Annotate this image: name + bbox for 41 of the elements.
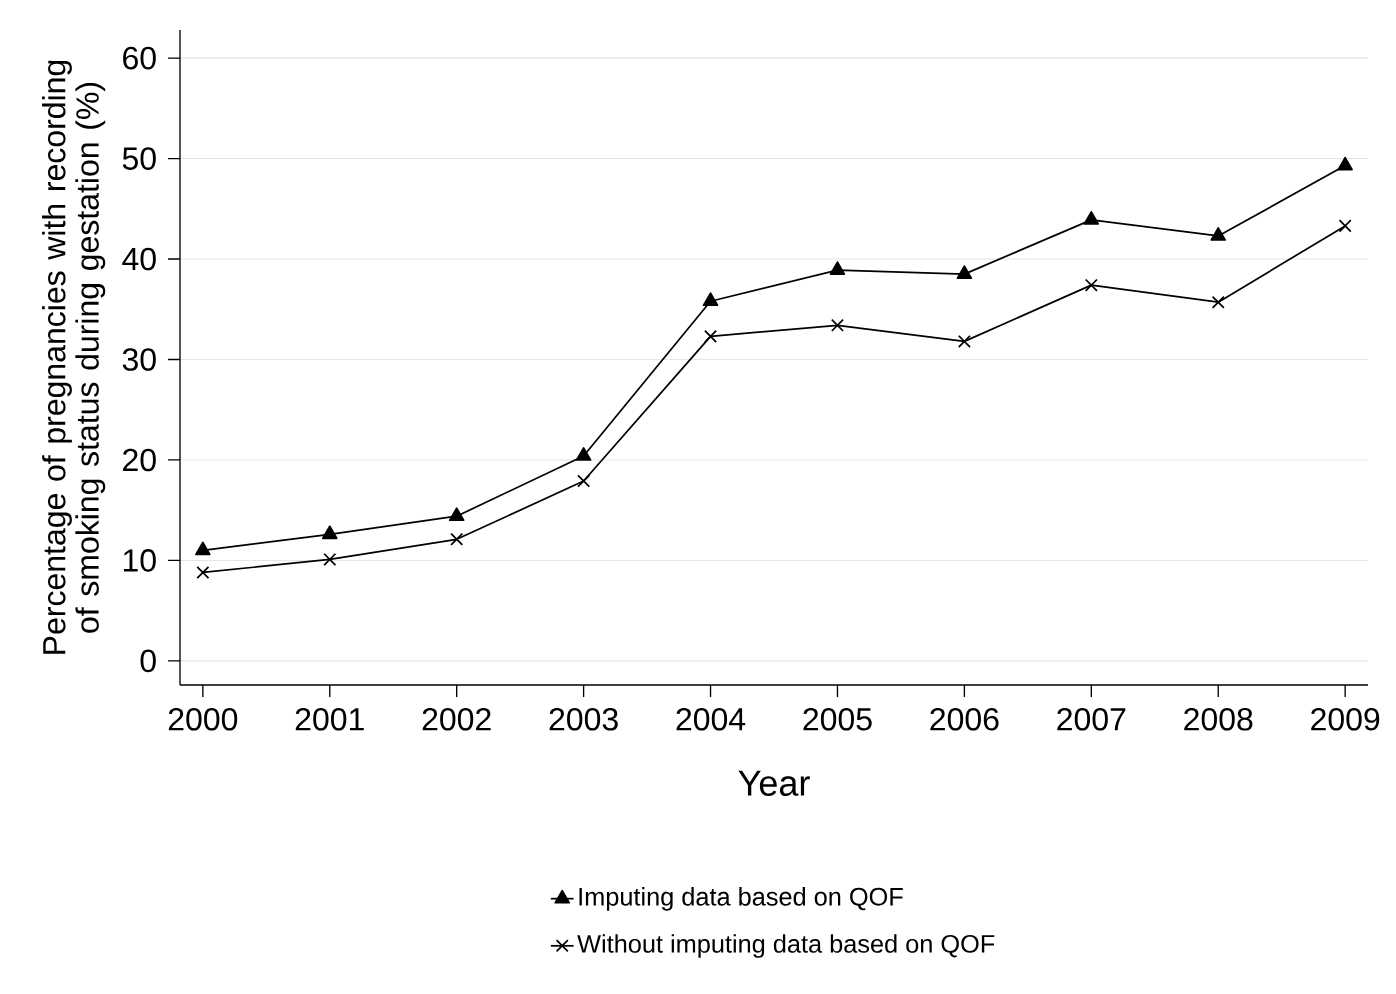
point [702,292,719,307]
x-tick-label: 2002 [422,707,491,731]
point [1210,227,1227,241]
y-tick-label: 50 [122,147,156,170]
y-tick-label: 60 [123,46,156,70]
point [196,565,210,579]
y-tick-label: 30 [122,348,156,371]
x-tick-label: 2003 [549,707,618,731]
y-tick-label: 40 [122,247,156,271]
x-tick-label: 2004 [676,707,746,731]
point [1211,295,1225,309]
point [450,532,464,546]
point [1084,278,1098,292]
point [195,541,211,556]
legend-label: Imputing data based on QOF [579,887,903,911]
point [1337,156,1353,171]
x-tick-label: 2001 [295,707,364,731]
point [956,265,973,279]
y-tick-label: 20 [123,448,156,472]
x-tick-label: 2007 [1057,707,1126,731]
point [323,552,337,566]
legend-label: Without imputing data based on QOF [577,934,995,958]
point [829,261,846,275]
point [830,318,844,332]
x-tick-label: 2009 [1311,707,1380,731]
point [957,334,971,348]
point [321,525,338,540]
point [704,329,718,343]
point [1338,219,1352,233]
x-tick-label: 2006 [930,707,999,731]
point [577,474,591,488]
x-axis-title: Year [738,770,810,796]
y-tick-label: 0 [140,649,156,673]
point [448,507,465,522]
point [575,447,592,461]
y-tick-label: 10 [123,549,156,572]
x-tick-label: 2008 [1184,707,1253,731]
x-tick-label: 2000 [168,707,238,731]
x-tick-label: 2005 [803,707,872,731]
point [1083,210,1100,225]
y-axis-title: Percentage of pregnancies with recording of smoking status during gestation (%) [42,60,106,654]
